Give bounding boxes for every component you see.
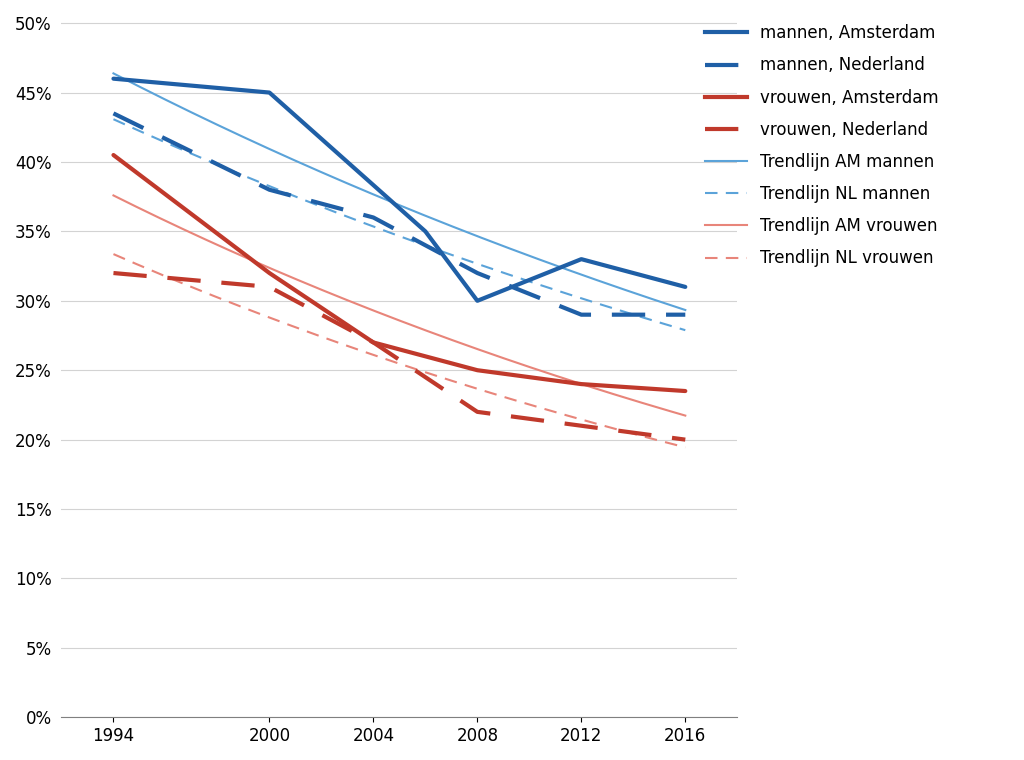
Legend: mannen, Amsterdam, mannen, Nederland, vrouwen, Amsterdam, vrouwen, Nederland, Tr: mannen, Amsterdam, mannen, Nederland, vr… bbox=[698, 17, 945, 274]
